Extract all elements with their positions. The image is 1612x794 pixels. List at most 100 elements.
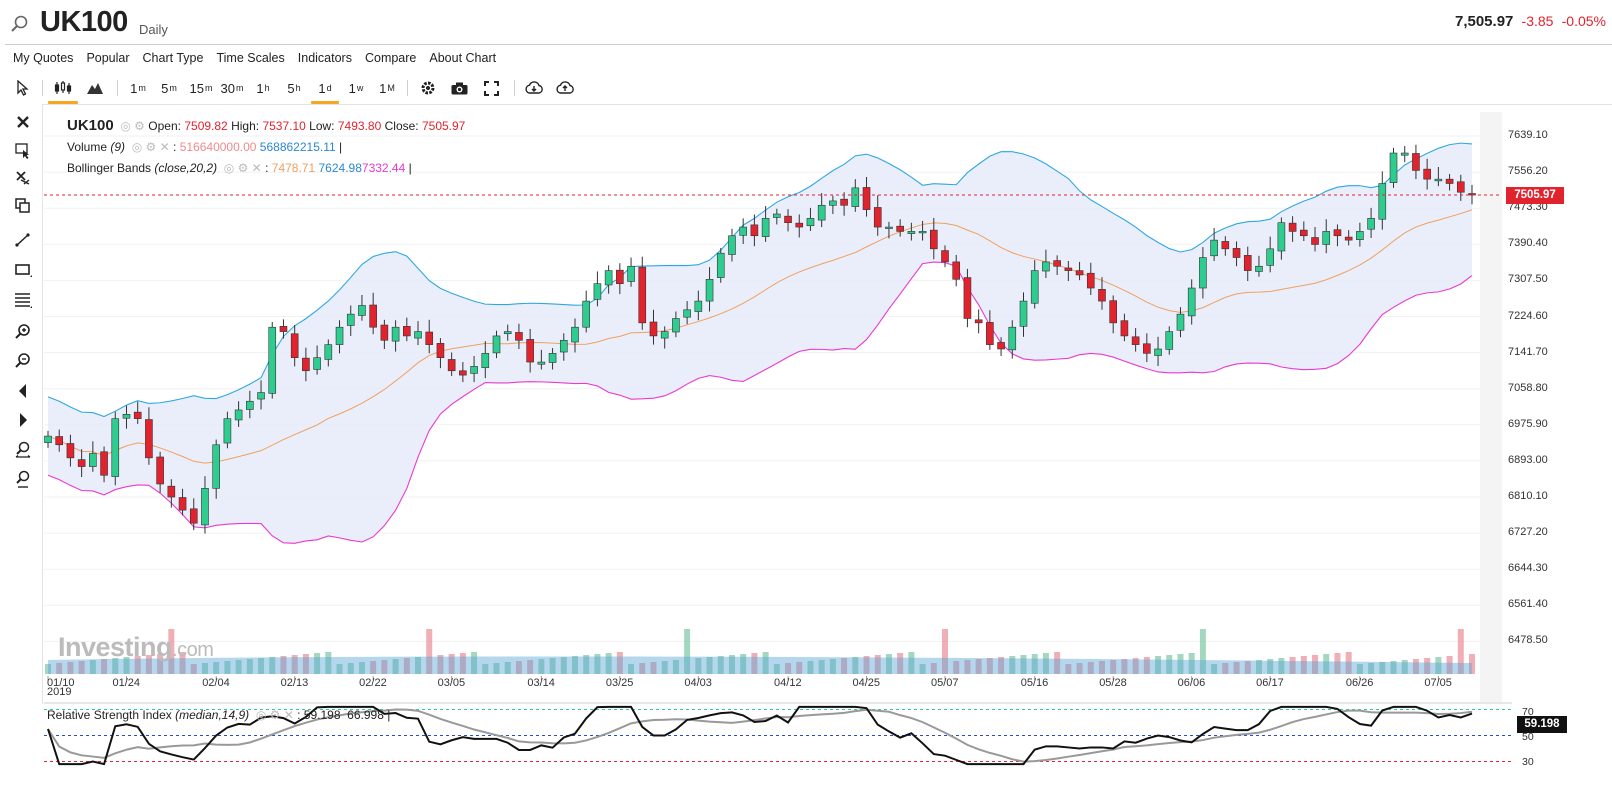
menu-chart-type[interactable]: Chart Type — [142, 51, 204, 65]
open-value: 7509.82 — [184, 119, 228, 133]
menu-indicators[interactable]: Indicators — [297, 51, 352, 65]
quote-summary: 7,505.97 -3.85 -0.05% — [1455, 13, 1606, 30]
search-icon[interactable] — [10, 14, 30, 34]
menu-about-chart[interactable]: About Chart — [429, 51, 497, 65]
zoom-in-icon[interactable] — [13, 322, 33, 342]
menu-popular[interactable]: Popular — [86, 51, 130, 65]
timeframe-15m[interactable]: 15 m — [189, 80, 213, 96]
candlestick-type-icon[interactable] — [48, 76, 78, 104]
scroll-left-icon[interactable] — [13, 381, 33, 401]
mountain-type-icon[interactable] — [85, 76, 105, 100]
toolbar-divider — [407, 80, 408, 96]
high-label: High: — [231, 119, 260, 133]
price-tick-label: 7390.40 — [1508, 237, 1548, 250]
price-tick-label: 6561.40 — [1508, 598, 1548, 611]
close-value: 7505.97 — [421, 119, 466, 133]
legend-symbol: UK100 — [67, 117, 114, 134]
bb-mid-value: 7478.71 — [271, 161, 316, 175]
date-tick-label: 02/04 — [202, 677, 230, 689]
close-label: Close: — [384, 119, 419, 133]
download-cloud-icon[interactable] — [524, 76, 544, 100]
ohlc-legend: UK100 ◎ ⚙ Open: 7509.82 High: 7537.10 Lo… — [67, 117, 465, 134]
price-tick-label: 6810.10 — [1508, 490, 1548, 502]
last-price-tag: 7505.97 — [1506, 187, 1564, 204]
rsi-label: Relative Strength Index — [47, 708, 172, 722]
bb-settings-icon[interactable]: ◎ ⚙ ✕ — [220, 161, 262, 175]
price-tick-label: 6478.50 — [1508, 634, 1548, 647]
date-tick-label: 03/14 — [527, 677, 555, 689]
price-tick-label: 6975.90 — [1508, 417, 1548, 430]
timeframe-30m[interactable]: 30 m — [220, 80, 244, 96]
investing-logo: Investing.com — [58, 632, 214, 662]
low-label: Low: — [309, 119, 335, 133]
price-tick-label: 6644.30 — [1508, 562, 1548, 575]
price-tick-label: 7639.10 — [1508, 129, 1548, 141]
volume-settings-icon[interactable]: ◎ ⚙ ✕ — [128, 140, 170, 154]
select-tool-icon[interactable] — [13, 140, 33, 160]
date-tick-label: 07/05 — [1424, 677, 1452, 689]
rsi-legend: Relative Strength Index (median,14,9) ◎ … — [47, 708, 391, 722]
interval-label: Daily — [139, 22, 168, 37]
fullscreen-icon[interactable] — [481, 76, 501, 100]
price-tick-label: 7473.30 — [1508, 201, 1548, 214]
date-tick-label: 02/22 — [359, 677, 387, 689]
high-value: 7537.10 — [262, 119, 306, 133]
menu-time-scales[interactable]: Time Scales — [216, 51, 285, 65]
rsi-value-2: 66.998 — [347, 708, 384, 722]
price-tick-label: 7058.80 — [1508, 381, 1548, 394]
delete-drawings-icon[interactable] — [13, 168, 33, 188]
bb-param: (close,20,2) — [154, 161, 218, 175]
toolbar-divider — [514, 80, 515, 96]
low-value: 7493.80 — [337, 119, 382, 133]
rsi-settings-icon[interactable]: ◎ ⚙ ✕ — [252, 708, 294, 722]
cursor-tool-icon[interactable] — [13, 76, 33, 100]
price-change-pct: -0.05% — [1561, 13, 1606, 29]
rectangle-tool-icon[interactable] — [13, 260, 33, 280]
eye-icon[interactable]: ◎ ⚙ — [117, 119, 145, 133]
settings-gear-icon[interactable] — [418, 76, 438, 100]
magnet-zoom-icon[interactable] — [13, 469, 33, 489]
bb-upper-value: 7624.98 — [318, 161, 362, 175]
volume-legend: Volume (9) ◎ ⚙ ✕ : 516640000.00 56886221… — [67, 140, 343, 154]
trendline-tool-icon[interactable] — [13, 230, 33, 250]
date-tick-label: 05/16 — [1020, 677, 1049, 689]
rsi-level-50: 50 — [1522, 731, 1534, 743]
open-label: Open: — [148, 119, 181, 133]
zoom-reset-icon[interactable] — [13, 440, 33, 460]
fibonacci-tool-icon[interactable] — [13, 290, 33, 310]
scroll-right-icon[interactable] — [13, 410, 33, 430]
date-tick-label: 03/05 — [437, 677, 466, 689]
rsi-value-1: 59.198 — [303, 708, 341, 722]
bb-lower-value: 7332.44 — [361, 161, 406, 175]
bollinger-legend: Bollinger Bands (close,20,2) ◎ ⚙ ✕ : 747… — [67, 161, 412, 175]
camera-icon[interactable] — [449, 76, 469, 100]
rsi-level-70: 70 — [1522, 706, 1534, 718]
date-tick-label: 06/06 — [1177, 677, 1206, 689]
date-tick-label: 05/28 — [1099, 677, 1127, 689]
chart-area[interactable] — [44, 104, 1612, 794]
upload-cloud-icon[interactable] — [555, 76, 575, 100]
date-tick-label: 06/17 — [1256, 677, 1284, 689]
bb-label: Bollinger Bands — [67, 161, 152, 175]
symbol-title: UK100 — [40, 6, 128, 38]
menu-compare[interactable]: Compare — [364, 51, 417, 65]
toolbar-divider — [42, 80, 43, 96]
copy-icon[interactable] — [13, 196, 33, 216]
rsi-current-tag: 59.198 — [1517, 716, 1567, 733]
close-icon[interactable] — [13, 112, 33, 132]
price-tick-label: 7141.70 — [1508, 345, 1548, 358]
date-tick-label: 05/07 — [931, 677, 959, 689]
menu-my-quotes[interactable]: My Quotes — [13, 51, 74, 65]
drawing-tools-panel — [5, 104, 43, 704]
chart-header: UK100 Daily 7,505.97 -3.85 -0.05% — [0, 0, 1612, 44]
date-tick-label: 02/13 — [280, 677, 309, 689]
zoom-out-icon[interactable] — [13, 351, 33, 371]
